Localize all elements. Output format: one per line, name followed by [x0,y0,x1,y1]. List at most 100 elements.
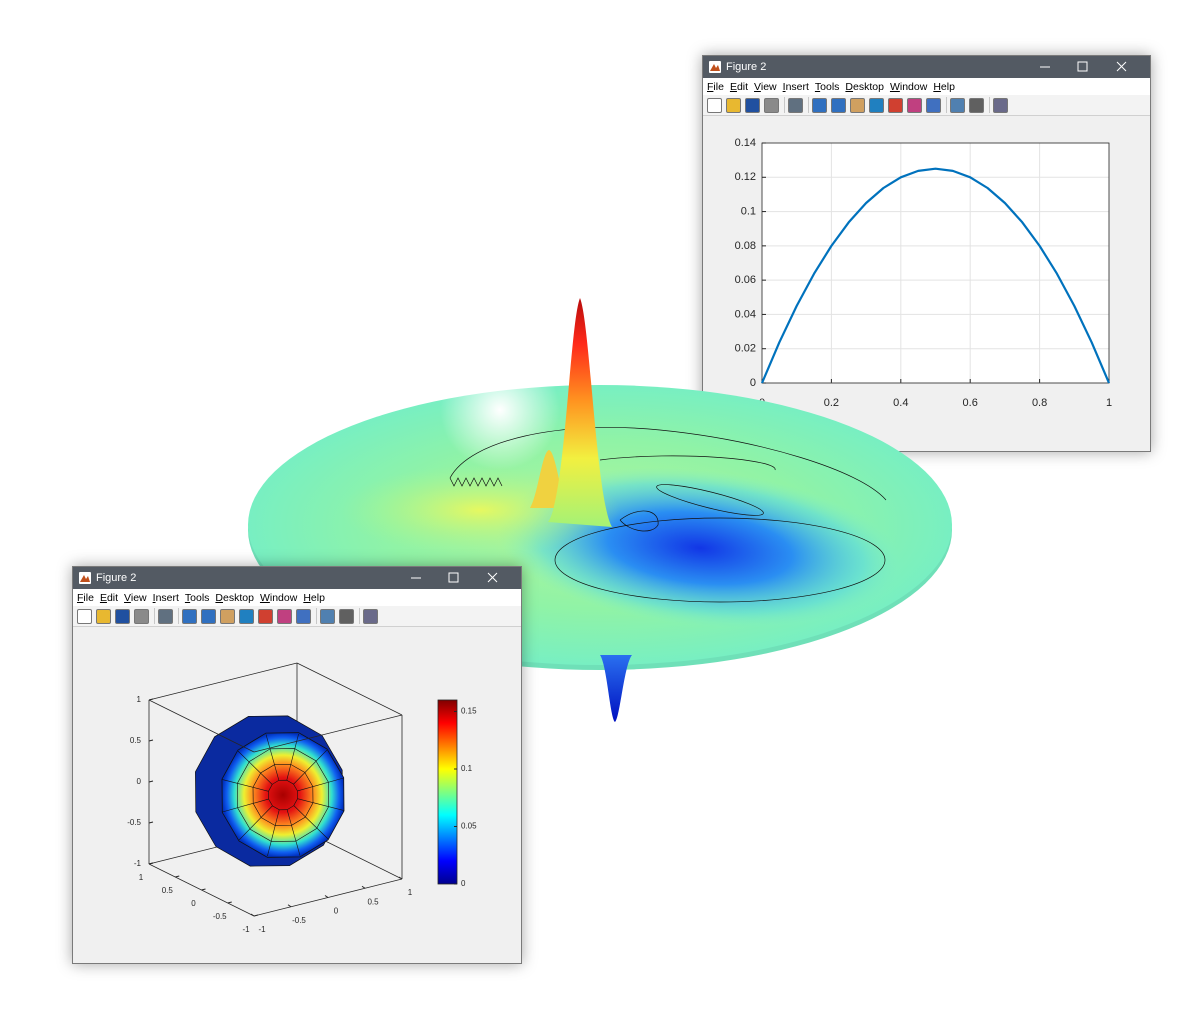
z-tick-mark [148,780,154,783]
menu-item[interactable]: File [77,591,94,604]
colorbar [437,699,458,885]
mesh-line [267,809,280,857]
toolbar-button[interactable] [869,98,884,113]
title-bar: Figure 2 [703,56,1150,78]
toolbar [73,606,521,627]
data-line [760,167,1111,384]
x-tick-label: -1 [242,925,250,934]
mesh-line [221,779,269,792]
plot-area: -1 -0.5 0 0.5 1 -1 -0.5 0 0.5 1 -1 -0.5 0 0.5 1 0 0.05 0.… [127,662,477,934]
menu-item[interactable]: Desktop [845,80,884,93]
glare [440,350,560,470]
toolbar-button[interactable] [158,609,173,624]
toolbar-button[interactable] [969,98,984,113]
toolbar-button[interactable] [115,609,130,624]
toolbar-button[interactable] [220,609,235,624]
window-controls[interactable] [401,567,521,589]
menu-item[interactable]: Window [889,80,928,93]
x-tick-mark [253,914,259,917]
menu-item[interactable]: Insert [152,591,179,604]
y-tick-label: 0.08 [735,240,756,252]
y-tick-label: 0.06 [735,274,756,286]
menu-item[interactable]: View [754,80,777,93]
x-tick-mark [227,901,232,904]
x-tick-label: 0.8 [1032,397,1047,409]
toolbar-button[interactable] [926,98,941,113]
menu-bar: File Edit View Insert Tools Desktop Window Help [73,589,521,606]
toolbar-button[interactable] [277,609,292,624]
toolbar-separator [989,97,990,113]
x-tick-label: 0.6 [963,397,978,409]
window-title: Figure 2 [96,572,137,584]
window-controls[interactable] [1030,56,1150,78]
toolbar-button[interactable] [993,98,1008,113]
x-tick-mark [201,888,206,891]
app-icon [709,61,721,73]
mesh-line [222,798,269,813]
menu-item[interactable]: Tools [814,80,840,93]
menu-item[interactable]: Help [933,80,955,93]
toolbar-button[interactable] [339,609,354,624]
contours [449,427,887,603]
y-tick-label: 0.14 [735,137,756,149]
toolbar-button[interactable] [320,609,335,624]
toolbar-button[interactable] [907,98,922,113]
toolbar-button[interactable] [888,98,903,113]
toolbar [703,95,1150,116]
toolbar-button[interactable] [831,98,846,113]
x-tick-label: -0.5 [213,912,227,921]
menu-item[interactable]: File [707,80,724,93]
toolbar-button[interactable] [764,98,779,113]
y-tick-mark [324,895,329,898]
plot-area: 00.20.40.60.8100.020.040.060.080.10.120.… [735,137,1112,409]
toolbar-button[interactable] [707,98,722,113]
menu-item[interactable]: Tools [184,591,210,604]
mesh-line [238,805,273,841]
menu-item[interactable]: Desktop [215,591,254,604]
menu-bar: File Edit View Insert Tools Desktop Window Help [703,78,1150,95]
toolbar-button[interactable] [134,609,149,624]
x-tick-mark [148,862,154,865]
colorbar-label: 0 [461,879,466,888]
y-tick-label: 0.12 [735,171,756,183]
menu-item[interactable]: Edit [729,80,749,93]
toolbar-button[interactable] [96,609,111,624]
colorbar-label: 0.15 [461,707,477,716]
y-tick-label: 1 [408,888,413,897]
toolbar-button[interactable] [182,609,197,624]
box-edge [148,699,255,753]
box-edge [148,662,298,701]
toolbar-button[interactable] [950,98,965,113]
trough-spike [600,655,632,722]
y-tick-label: 0.1 [741,205,756,217]
y-tick-label: 0 [334,907,339,916]
mesh-line [293,805,329,840]
toolbar-button[interactable] [363,609,378,624]
toolbar-button[interactable] [812,98,827,113]
toolbar-button[interactable] [726,98,741,113]
y-tick-label: -0.5 [292,916,306,925]
z-tick-label: -0.5 [127,818,141,827]
menu-item[interactable]: Window [259,591,298,604]
z-tick-mark [148,739,154,742]
toolbar-button[interactable] [745,98,760,113]
toolbar-button[interactable] [201,609,216,624]
menu-item[interactable]: Help [303,591,325,604]
menu-item[interactable]: Insert [782,80,809,93]
toolbar-button[interactable] [258,609,273,624]
toolbar-separator [946,97,947,113]
x-tick-label: 1 [139,873,144,882]
toolbar-button[interactable] [239,609,254,624]
mesh-line [297,777,344,792]
toolbar-separator [178,608,179,624]
menu-item[interactable]: Edit [99,591,119,604]
z-tick-label: -1 [134,859,142,868]
menu-item[interactable]: View [124,591,147,604]
toolbar-button[interactable] [850,98,865,113]
x-tick-label: 0.5 [162,886,174,895]
mesh-line [286,809,301,856]
toolbar-button[interactable] [788,98,803,113]
toolbar-button[interactable] [296,609,311,624]
toolbar-button[interactable] [77,609,92,624]
